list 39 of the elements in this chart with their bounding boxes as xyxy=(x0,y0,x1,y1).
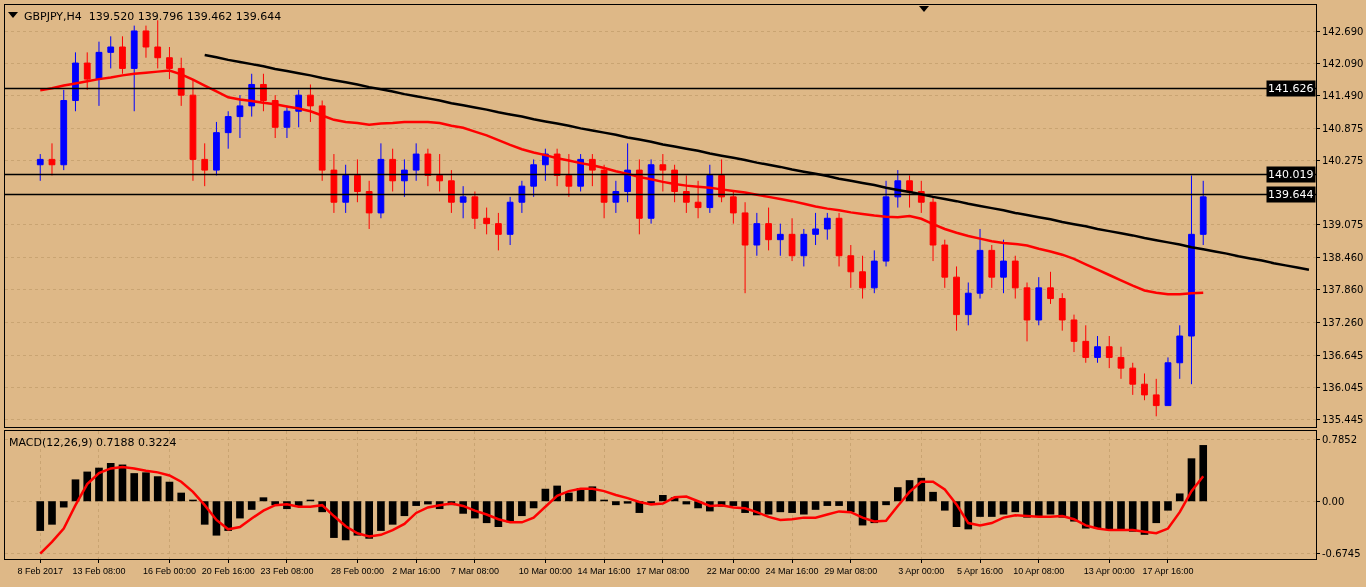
x-tick-label: 20 Feb 16:00 xyxy=(201,565,255,576)
y-tick-label: 142.090 xyxy=(1322,58,1364,70)
y-tick-label: 135.445 xyxy=(1322,413,1364,425)
y-tick-label: 138.460 xyxy=(1322,252,1364,264)
x-tick-label: 28 Feb 00:00 xyxy=(330,565,384,576)
x-tick-label: 8 Feb 2017 xyxy=(17,565,64,576)
text: MACD(12,26,9) 0.7188 0.3224 xyxy=(9,436,177,449)
y-tick-label: 141.490 xyxy=(1322,90,1364,102)
x-tick-label: 14 Mar 16:00 xyxy=(577,565,631,576)
y-tick-label: 0.00 xyxy=(1322,495,1345,507)
y-tick-label: 137.860 xyxy=(1322,284,1364,296)
ref-line-label: 140.019 xyxy=(1268,168,1314,181)
y-tick-label: 142.690 xyxy=(1322,25,1364,37)
x-tick-label: 16 Feb 00:00 xyxy=(142,565,196,576)
ref-line-label: 141.626 xyxy=(1268,82,1314,95)
x-tick-label: 29 Mar 08:00 xyxy=(824,565,878,576)
x-tick-label: 7 Mar 08:00 xyxy=(450,565,499,576)
x-tick-label: 17 Apr 16:00 xyxy=(1142,565,1194,576)
y-tick-label: 140.275 xyxy=(1322,155,1364,167)
x-tick-label: 23 Feb 08:00 xyxy=(260,565,314,576)
y-tick-label: 140.875 xyxy=(1322,123,1364,135)
x-tick-label: 24 Mar 16:00 xyxy=(765,565,819,576)
y-tick-label: 139.075 xyxy=(1322,219,1364,231)
y-tick-label: -0.6745 xyxy=(1322,548,1361,560)
x-tick-label: 5 Apr 16:00 xyxy=(957,565,1004,576)
x-tick-label: 3 Apr 00:00 xyxy=(898,565,945,576)
y-tick-label: 136.645 xyxy=(1322,349,1364,361)
ref-line-label: 139.644 xyxy=(1268,188,1314,201)
x-tick-label: 2 Mar 16:00 xyxy=(392,565,441,576)
x-tick-label: 13 Apr 00:00 xyxy=(1083,565,1135,576)
x-tick-label: 17 Mar 08:00 xyxy=(636,565,690,576)
y-tick-label: 0.7852 xyxy=(1322,434,1357,446)
text: GBPJPY,H4 139.520 139.796 139.462 139.644 xyxy=(24,10,282,23)
x-tick-label: 22 Mar 00:00 xyxy=(706,565,760,576)
y-tick-label: 137.260 xyxy=(1322,316,1364,328)
x-tick-label: 10 Mar 00:00 xyxy=(518,565,572,576)
x-tick-label: 13 Feb 08:00 xyxy=(72,565,126,576)
y-tick-label: 136.045 xyxy=(1322,381,1364,393)
x-tick-label: 10 Apr 08:00 xyxy=(1013,565,1065,576)
